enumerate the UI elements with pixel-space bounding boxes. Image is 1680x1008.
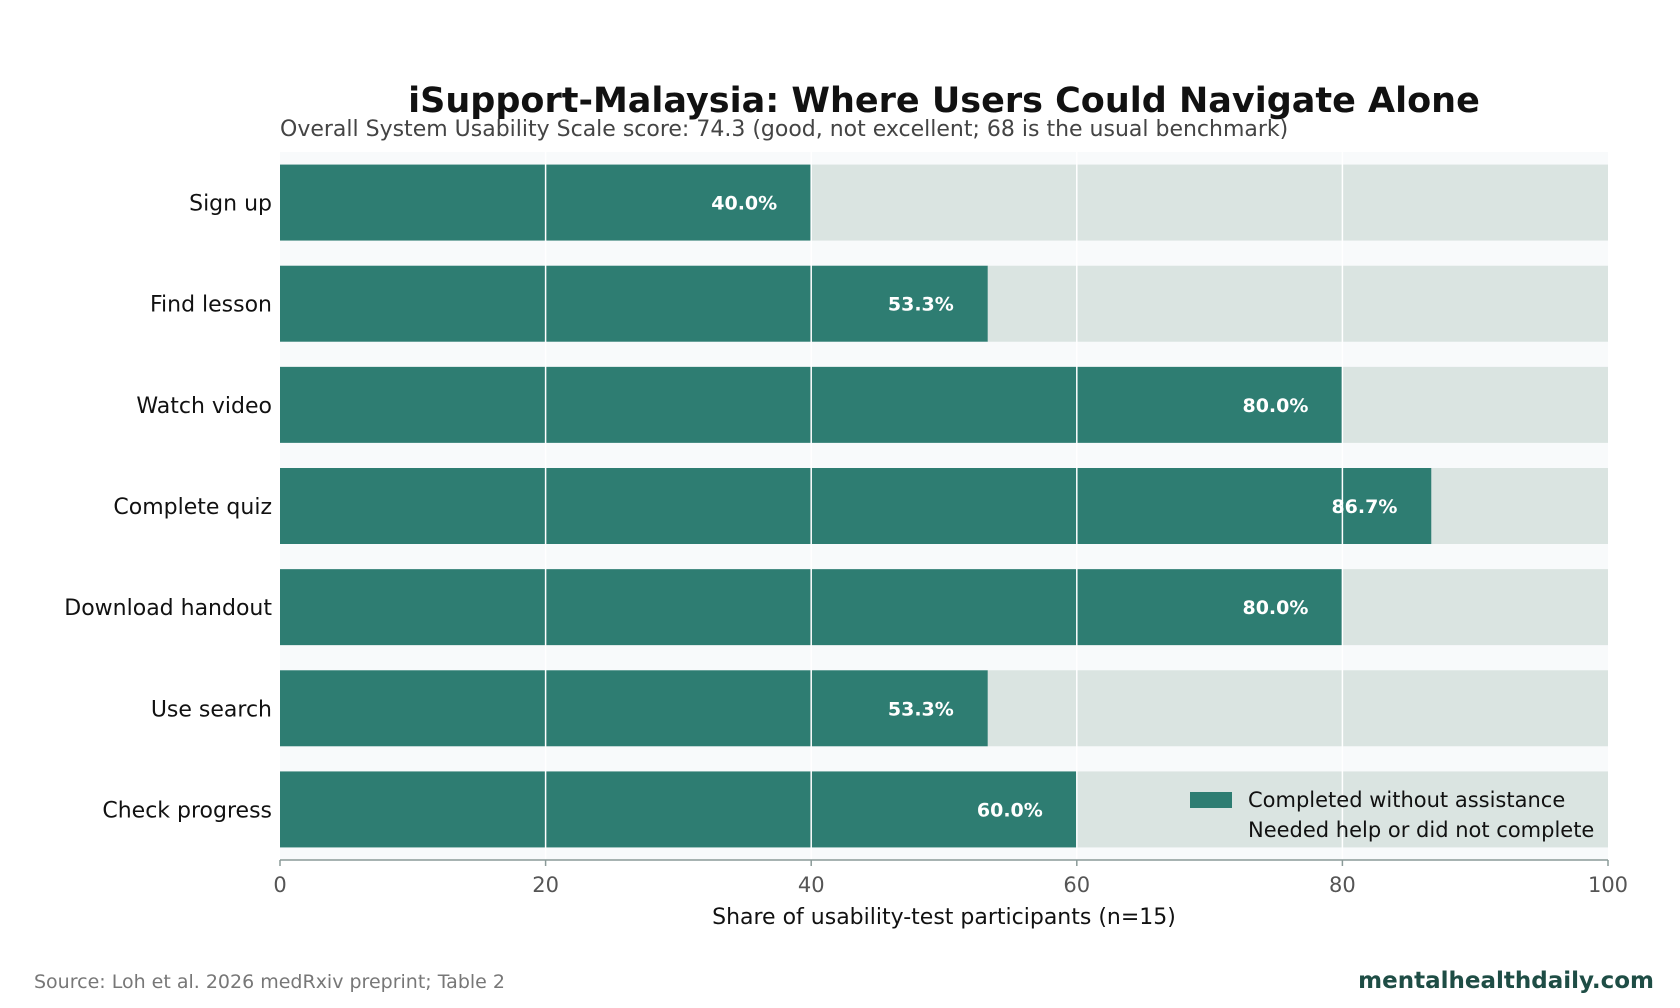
bars-group [280,164,1608,848]
value-label-download-handout: 80.0% [1242,597,1308,619]
category-label-watch-video: Watch video [136,394,272,419]
value-labels: 40.0% 53.3% 80.0% 86.7% 80.0% 53.3% 60.0% [711,193,1397,822]
x-tick-label-80: 80 [1329,873,1356,897]
value-label-find-lesson: 53.3% [888,294,954,316]
chart-title: iSupport-Malaysia: Where Users Could Nav… [408,81,1480,121]
x-tick-label-20: 20 [532,873,559,897]
category-label-complete-quiz: Complete quiz [113,495,272,520]
x-tick-label-60: 60 [1063,873,1090,897]
x-axis-ticks: 0 20 40 60 80 100 [273,860,1628,897]
bar-find-lesson-needed-help [987,265,1608,342]
bar-watch-video-needed-help [1342,366,1608,443]
bar-find-lesson-completed [280,265,988,342]
legend-label-completed: Completed without assistance [1248,788,1565,812]
brand-watermark: mentalhealthdaily.com [1358,968,1654,994]
category-label-sign-up: Sign up [189,192,272,217]
category-label-check-progress: Check progress [102,798,272,823]
bar-use-search-completed [280,670,988,747]
legend-label-needed-help: Needed help or did not complete [1248,818,1594,842]
x-axis-title: Share of usability-test participants (n=… [712,905,1176,930]
category-label-find-lesson: Find lesson [150,293,272,318]
legend: Completed without assistance Needed help… [1190,788,1594,842]
value-label-check-progress: 60.0% [977,799,1043,821]
value-label-complete-quiz: 86.7% [1331,496,1397,518]
value-label-sign-up: 40.0% [711,193,777,215]
bar-use-search-needed-help [987,670,1608,747]
x-tick-label-100: 100 [1588,873,1628,897]
bar-check-progress-completed [280,771,1077,848]
x-tick-label-0: 0 [273,873,286,897]
x-tick-label-40: 40 [798,873,825,897]
category-label-download-handout: Download handout [64,596,272,621]
value-label-watch-video: 80.0% [1242,395,1308,417]
bar-complete-quiz-needed-help [1431,468,1608,544]
bar-complete-quiz-completed [280,468,1432,544]
legend-swatch-completed [1190,792,1232,808]
bar-download-handout-needed-help [1342,569,1608,646]
value-label-use-search: 53.3% [888,698,954,720]
gridlines [544,152,1344,860]
source-note: Source: Loh et al. 2026 medRxiv preprint… [34,971,505,993]
chart-subtitle: Overall System Usability Scale score: 74… [280,117,1288,142]
category-label-use-search: Use search [151,697,272,722]
legend-swatch-needed-help [1190,822,1232,838]
bar-sign-up-needed-help [811,164,1608,241]
category-labels: Sign up Find lesson Watch video Complete qu… [64,192,272,824]
